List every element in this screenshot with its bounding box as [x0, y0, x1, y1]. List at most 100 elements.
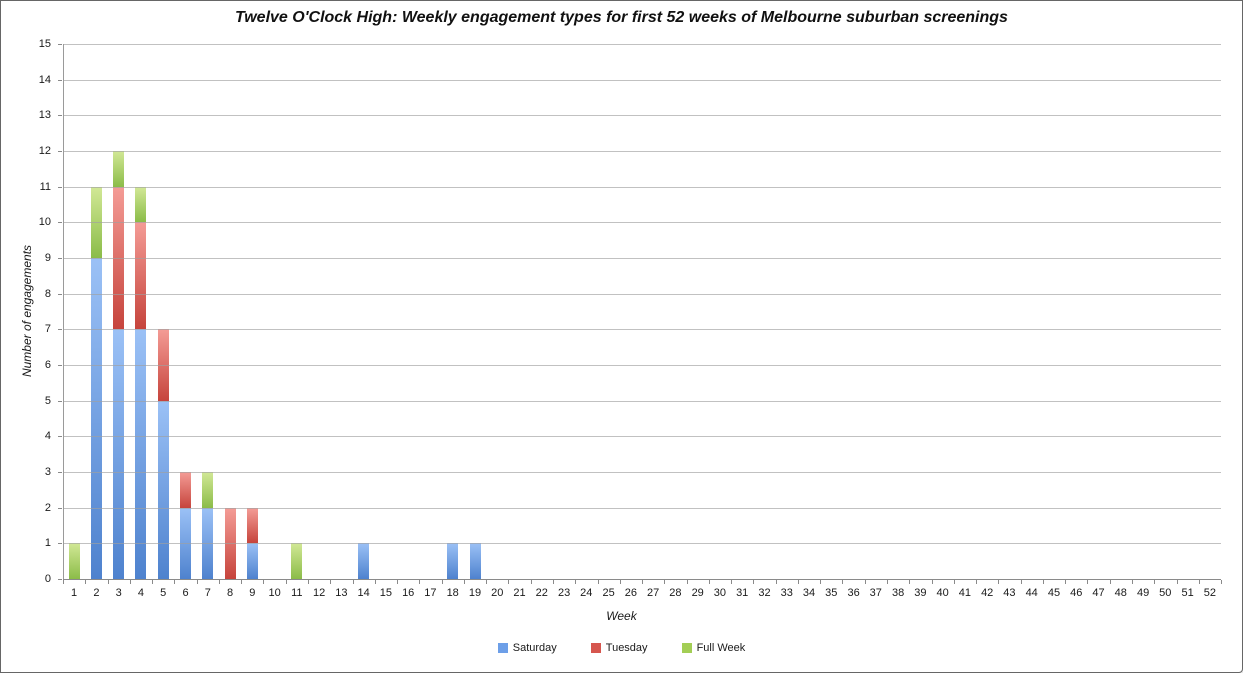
x-tick-label-35: 35	[825, 587, 838, 599]
x-tick-17	[441, 580, 443, 584]
bar-segment-saturday-week-3	[113, 329, 125, 579]
x-tick-label-20: 20	[491, 587, 504, 599]
x-tick-label-41: 41	[958, 587, 972, 599]
x-tick-label-15: 15	[379, 587, 393, 599]
y-tick-label-5: 5	[44, 394, 51, 407]
legend-item-full-week: Full Week	[681, 642, 745, 654]
x-tick-34	[820, 580, 822, 584]
legend-item-saturday: Saturday	[497, 642, 557, 654]
bar-segment-tuesday-week-9	[246, 507, 258, 544]
x-tick-label-12: 12	[312, 587, 326, 599]
gridline-y-14	[63, 79, 1221, 81]
x-tick-22	[552, 580, 554, 584]
gridline-y-10	[63, 222, 1221, 224]
gridline-y-2	[63, 507, 1221, 509]
gridline-y-15	[63, 44, 1221, 45]
x-tick-label-26: 26	[624, 587, 638, 599]
y-tick-4	[58, 436, 62, 438]
x-tick-label-46: 46	[1070, 587, 1083, 599]
x-tick-label-8: 8	[226, 587, 234, 599]
x-tick-32	[775, 580, 777, 584]
legend-label: Saturday	[512, 642, 557, 654]
x-tick-label-21: 21	[513, 587, 526, 599]
legend-swatch-icon	[681, 643, 692, 653]
y-tick-label-10: 10	[38, 216, 51, 229]
bar-segment-full-week-week-4	[135, 186, 147, 223]
x-tick-label-45: 45	[1047, 587, 1061, 599]
y-tick-label-7: 7	[44, 323, 51, 336]
x-tick-28	[686, 580, 688, 584]
x-tick-label-40: 40	[936, 587, 949, 599]
x-tick-23	[575, 580, 577, 584]
x-tick-label-5: 5	[160, 587, 167, 599]
gridline-y-7	[63, 329, 1221, 331]
y-tick-7	[58, 329, 62, 331]
x-tick-label-28: 28	[669, 587, 682, 599]
x-tick-label-6: 6	[182, 587, 189, 599]
x-tick-37	[887, 580, 888, 584]
y-axis-line	[63, 44, 64, 579]
x-tick-35	[842, 580, 844, 584]
legend-swatch-icon	[497, 643, 508, 653]
x-tick-label-42: 42	[981, 587, 994, 599]
x-tick-14	[374, 580, 376, 584]
y-tick-label-9: 9	[44, 252, 51, 264]
y-tick-label-8: 8	[44, 287, 51, 300]
x-tick-label-51: 51	[1181, 587, 1194, 599]
y-tick-8	[58, 293, 62, 295]
x-tick-label-47: 47	[1092, 587, 1105, 599]
x-tick-label-48: 48	[1114, 587, 1127, 599]
x-tick-33	[797, 580, 799, 584]
x-tick-40	[953, 580, 955, 584]
x-tick-24	[597, 580, 599, 584]
bar-segment-saturday-week-5	[157, 400, 169, 579]
bar-segment-saturday-week-2	[90, 258, 102, 579]
y-tick-0	[58, 579, 62, 580]
bar-segment-full-week-week-11	[291, 543, 303, 579]
y-tick-10	[58, 222, 62, 224]
gridline-y-11	[63, 186, 1221, 188]
x-tick-label-36: 36	[847, 587, 860, 599]
y-tick-11	[58, 186, 62, 188]
x-tick-50	[1176, 580, 1178, 584]
x-tick-label-17: 17	[424, 587, 437, 599]
bar-segment-full-week-week-3	[113, 151, 125, 187]
bar-segment-saturday-week-14	[358, 543, 370, 579]
bar-segment-full-week-week-1	[68, 543, 80, 579]
x-tick-label-49: 49	[1136, 587, 1150, 599]
x-tick-19	[486, 580, 488, 584]
x-tick-13	[352, 580, 354, 584]
x-tick-label-34: 34	[802, 587, 816, 599]
gridline-y-12	[63, 151, 1221, 152]
x-tick-label-10: 10	[268, 587, 281, 599]
x-tick-label-50: 50	[1159, 587, 1172, 599]
y-tick-label-6: 6	[44, 359, 51, 371]
gridline-y-6	[63, 365, 1221, 366]
x-tick-label-30: 30	[713, 587, 727, 599]
y-tick-label-13: 13	[38, 109, 51, 122]
x-tick-label-25: 25	[602, 587, 615, 599]
y-tick-9	[58, 258, 62, 259]
x-tick-16	[419, 580, 421, 584]
x-tick-label-29: 29	[691, 587, 704, 599]
legend-swatch-icon	[590, 643, 601, 653]
x-tick-7	[218, 580, 220, 584]
x-tick-label-4: 4	[137, 587, 144, 599]
y-tick-5	[58, 400, 62, 402]
y-tick-label-1: 1	[44, 537, 51, 550]
y-tick-label-3: 3	[44, 466, 51, 478]
x-tick-44	[1042, 580, 1044, 584]
legend: Saturday Tuesday Full Week	[1, 642, 1242, 654]
gridline-y-5	[63, 400, 1221, 402]
gridline-y-4	[63, 436, 1221, 438]
x-tick-41	[976, 580, 977, 584]
x-tick-18	[463, 580, 465, 584]
x-tick-label-31: 31	[736, 587, 749, 599]
x-tick-15	[397, 580, 398, 584]
x-tick-label-18: 18	[446, 587, 459, 599]
y-tick-label-11: 11	[39, 180, 51, 193]
gridline-y-1	[63, 543, 1221, 545]
x-tick-47	[1109, 580, 1111, 584]
x-tick-26	[642, 580, 643, 584]
